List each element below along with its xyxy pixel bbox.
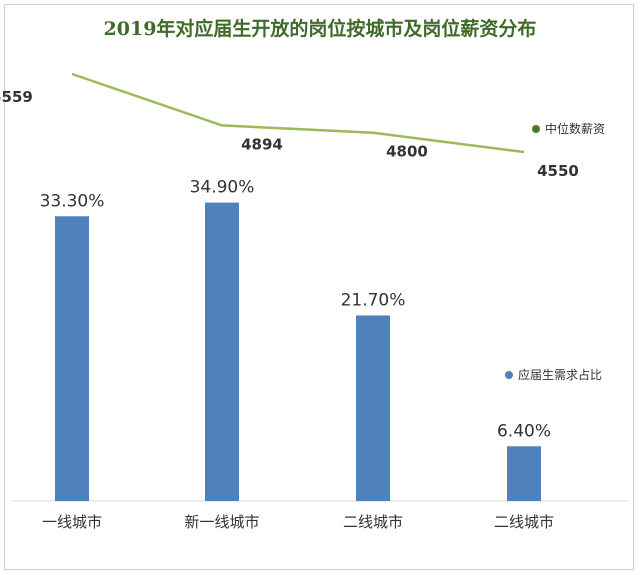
bar-data-label-3: 21.70% bbox=[341, 290, 406, 310]
bar-4 bbox=[507, 446, 541, 501]
bar-data-label-2: 34.90% bbox=[190, 178, 255, 198]
line-data-label-1: 5559 bbox=[0, 88, 33, 106]
legend-label-demand-share: 应届生需求占比 bbox=[518, 367, 602, 382]
line-data-label-3: 4800 bbox=[386, 143, 428, 161]
line-median-salary bbox=[71, 72, 525, 154]
bar-1 bbox=[55, 216, 89, 501]
legend-label-median-salary: 中位数薪资 bbox=[545, 121, 605, 136]
legend-marker-median-salary bbox=[532, 125, 540, 133]
legend-marker-demand-share bbox=[505, 371, 513, 379]
line-data-label-4: 4550 bbox=[537, 162, 579, 180]
chart-title: 2019年对应届生开放的岗位按城市及岗位薪资分布 bbox=[103, 18, 537, 40]
line-data-label-2: 4894 bbox=[241, 135, 283, 153]
category-label-3: 二线城市 bbox=[343, 513, 403, 531]
category-label-2: 新一线城市 bbox=[184, 513, 259, 531]
bar-2 bbox=[205, 202, 239, 502]
bar-data-label-4: 6.40% bbox=[497, 421, 551, 441]
bar-3 bbox=[356, 315, 390, 501]
bar-data-label-1: 33.30% bbox=[40, 191, 105, 211]
category-label-1: 一线城市 bbox=[42, 513, 102, 531]
category-label-4: 二线城市 bbox=[494, 513, 554, 531]
